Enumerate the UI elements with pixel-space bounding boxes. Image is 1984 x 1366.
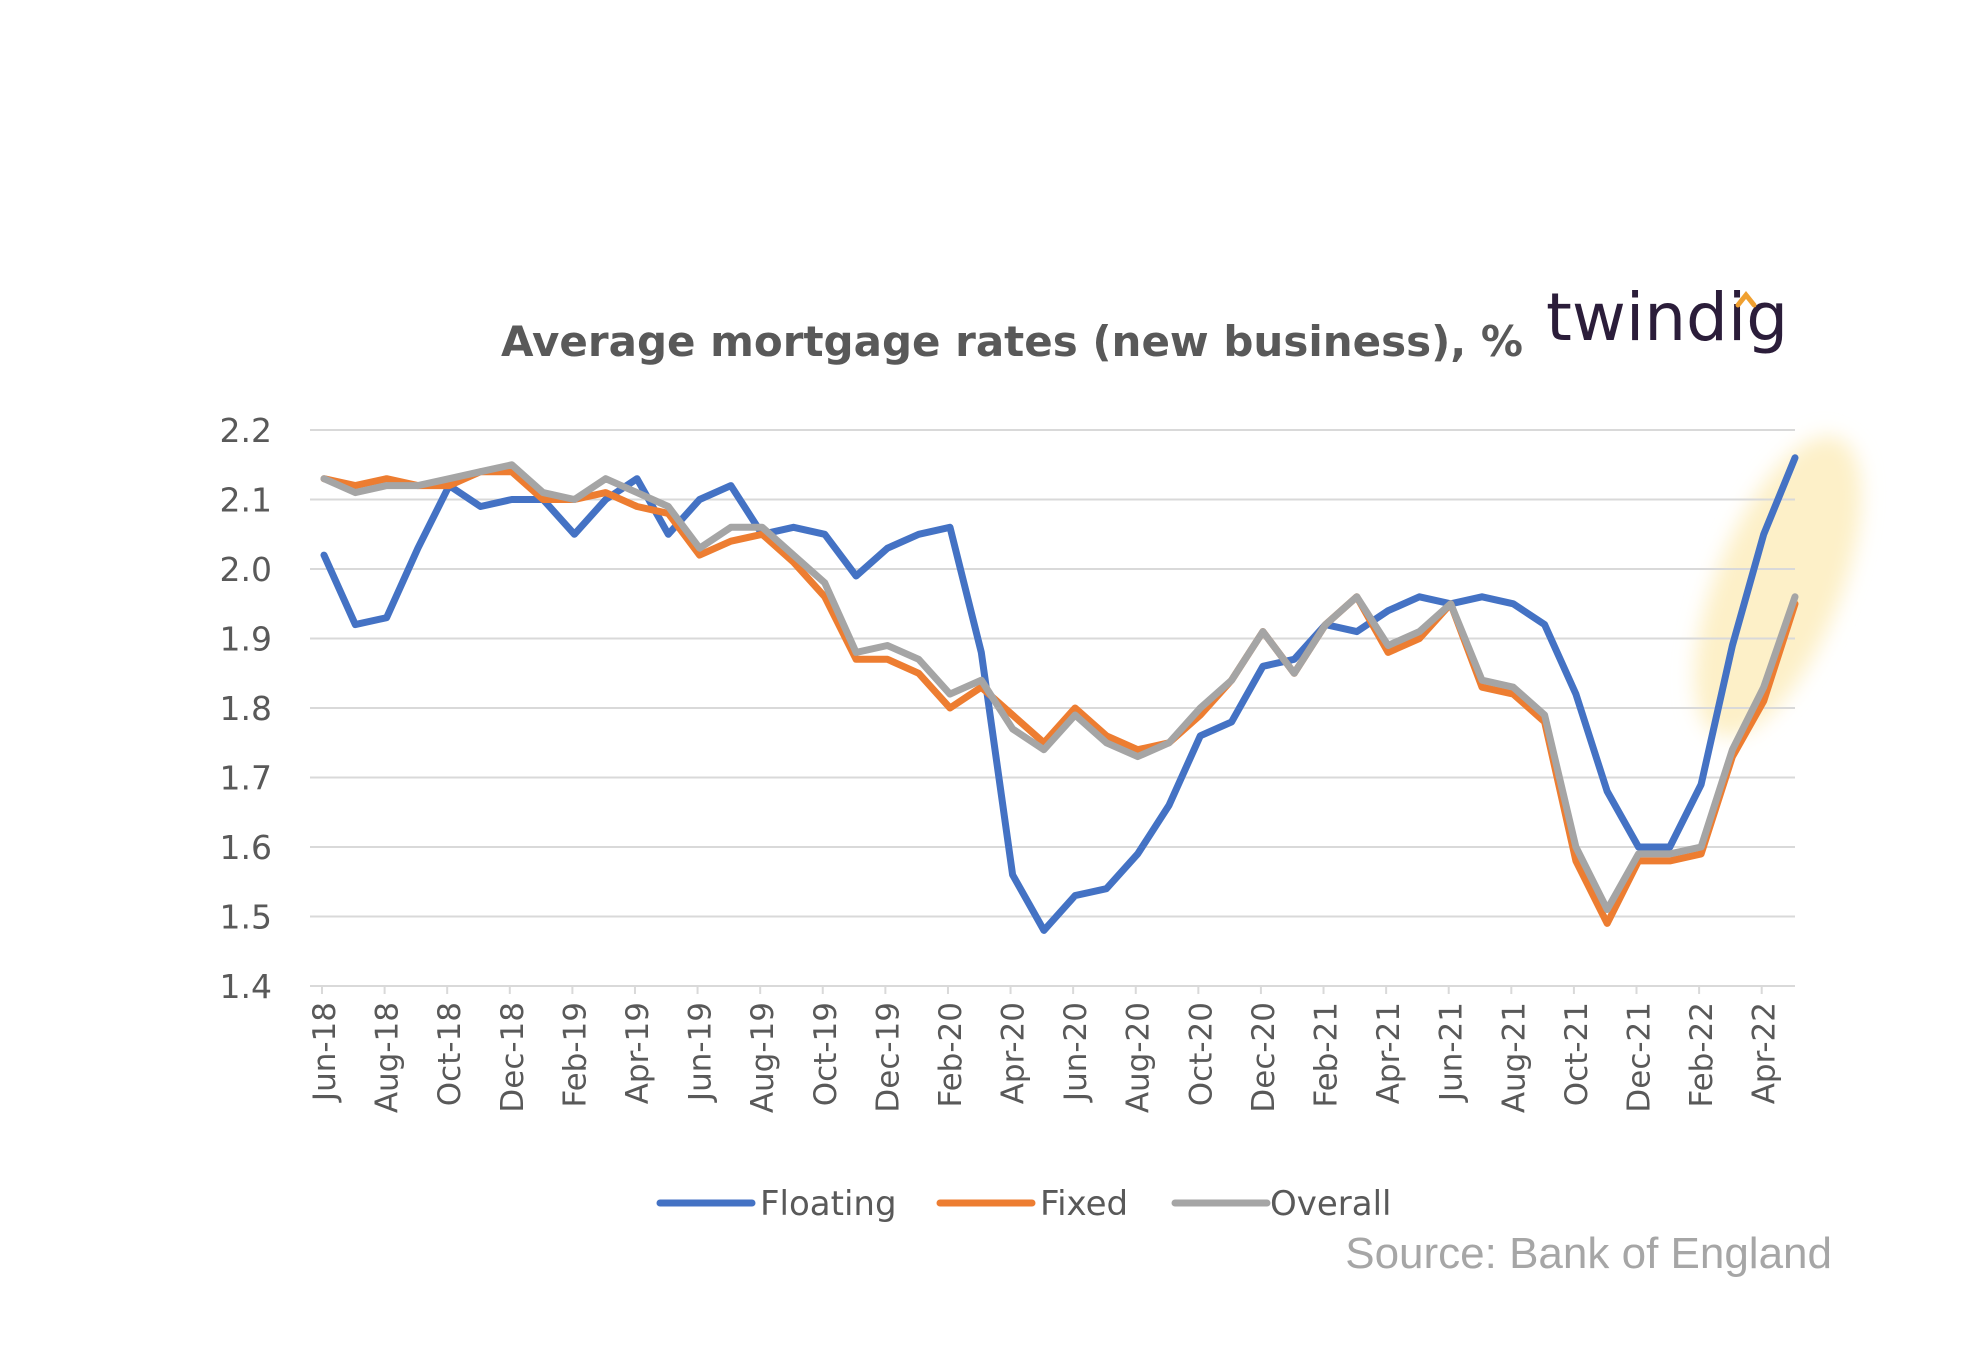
x-tick-label: Apr-21 xyxy=(1371,1002,1407,1104)
x-tick-label: Dec-19 xyxy=(870,1002,906,1113)
x-tick-label: Feb-19 xyxy=(557,1002,593,1108)
x-tick-label: Feb-22 xyxy=(1684,1002,1720,1108)
x-tick-label: Dec-18 xyxy=(495,1002,531,1113)
series-line-overall xyxy=(320,461,1799,913)
x-tick-label: Feb-21 xyxy=(1309,1002,1345,1108)
x-tick-label: Aug-20 xyxy=(1121,1002,1157,1113)
twindig-logo: twindig xyxy=(1546,279,1788,356)
x-tick-label: Jun-21 xyxy=(1434,1002,1470,1103)
highlight-ellipse xyxy=(1695,436,1862,737)
recent-rise-highlight xyxy=(1695,436,1862,737)
x-tick-label: Apr-22 xyxy=(1747,1002,1783,1104)
x-tick-label: Apr-19 xyxy=(620,1002,656,1104)
y-tick-label: 1.8 xyxy=(220,689,272,728)
x-tick-label: Aug-19 xyxy=(745,1002,781,1113)
x-tick-label: Oct-18 xyxy=(432,1002,468,1106)
x-tick-label: Feb-20 xyxy=(933,1002,969,1108)
x-tick-label: Oct-21 xyxy=(1559,1002,1595,1106)
x-axis-tick-labels: Jun-18 Aug-18 Oct-18 Dec-18 Feb-19 Apr-19 Jun-… xyxy=(307,1002,1783,1113)
x-tick-label: Jun-19 xyxy=(683,1002,719,1103)
y-tick-label: 2.1 xyxy=(220,481,272,520)
y-tick-label: 2.2 xyxy=(220,411,272,450)
series-line-floating xyxy=(320,454,1799,934)
legend-label-overall: Overall xyxy=(1270,1184,1392,1224)
x-tick-label: Oct-20 xyxy=(1183,1002,1219,1106)
chart-title: Average mortgage rates (new business), % xyxy=(501,317,1523,366)
y-tick-label: 2.0 xyxy=(220,550,272,589)
y-axis-tick-labels: 1.4 1.5 1.6 1.7 1.8 1.9 2.0 2.1 2.2 xyxy=(220,411,272,1006)
x-tick-label: Dec-21 xyxy=(1622,1002,1658,1113)
logo-chevron-icon xyxy=(1735,290,1757,308)
y-tick-label: 1.7 xyxy=(220,759,272,798)
source-note: Source: Bank of England xyxy=(1345,1229,1832,1278)
legend-label-floating: Floating xyxy=(760,1184,897,1224)
x-tick-label: Aug-21 xyxy=(1496,1002,1532,1113)
twindig-logo-text: twindig xyxy=(1546,279,1788,356)
x-tick-label: Dec-20 xyxy=(1246,1002,1282,1113)
x-tick-label: Apr-20 xyxy=(996,1002,1032,1104)
x-tick-label: Aug-18 xyxy=(370,1002,406,1113)
x-tick-label: Oct-19 xyxy=(808,1002,844,1106)
x-axis xyxy=(310,985,1795,994)
x-tick-label: Jun-18 xyxy=(307,1002,343,1103)
y-tick-label: 1.6 xyxy=(220,828,272,867)
legend: Floating Fixed Overall xyxy=(656,1184,1392,1224)
x-tick-label: Jun-20 xyxy=(1058,1002,1094,1103)
y-tick-label: 1.9 xyxy=(220,620,272,659)
y-tick-label: 1.5 xyxy=(220,898,272,937)
y-tick-label: 1.4 xyxy=(220,967,272,1006)
series-lines xyxy=(320,454,1799,934)
legend-label-fixed: Fixed xyxy=(1040,1184,1128,1224)
